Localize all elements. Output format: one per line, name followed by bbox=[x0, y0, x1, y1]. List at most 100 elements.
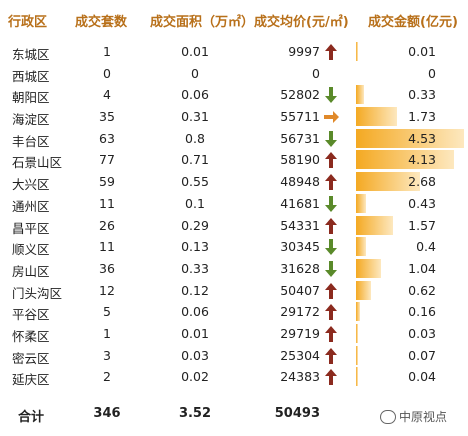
price-cell: 58190 bbox=[280, 152, 320, 168]
count-cell: 12 bbox=[99, 282, 115, 298]
header-count: 成交套数 bbox=[75, 15, 128, 30]
count-cell: 1 bbox=[103, 325, 111, 341]
price-cell: 54331 bbox=[280, 217, 320, 233]
table-row: 丰台区 63 0.8 56731 4.53 bbox=[0, 128, 468, 150]
trend-down-icon bbox=[325, 87, 337, 104]
district-cell: 房山区 bbox=[12, 263, 50, 279]
count-cell: 26 bbox=[99, 217, 115, 233]
amount-bar bbox=[356, 107, 398, 127]
amount-bar bbox=[356, 215, 394, 235]
watermark: 中原视点 bbox=[380, 408, 448, 425]
table-row: 通州区 11 0.1 41681 0.43 bbox=[0, 193, 468, 215]
district-cell: 密云区 bbox=[12, 350, 50, 366]
price-cell: 9997 bbox=[288, 44, 320, 59]
amount-cell: 4.13 bbox=[408, 152, 436, 168]
amount-bar bbox=[356, 323, 358, 343]
count-cell: 2 bbox=[103, 369, 111, 385]
district-cell: 通州区 bbox=[12, 198, 50, 214]
total-price: 50493 bbox=[274, 406, 320, 421]
trend-down-icon bbox=[325, 195, 337, 212]
header-price: 成交均价(元/㎡) bbox=[254, 15, 349, 30]
table-row: 东城区 1 0.01 9997 0.01 bbox=[0, 41, 468, 63]
area-cell: 0.01 bbox=[181, 44, 209, 59]
count-cell: 11 bbox=[99, 239, 115, 255]
header-district: 行政区 bbox=[8, 15, 48, 30]
district-cell: 昌平区 bbox=[12, 220, 50, 236]
district-cell: 朝阳区 bbox=[12, 90, 50, 106]
area-cell: 0.03 bbox=[181, 347, 209, 363]
amount-cell: 1.04 bbox=[408, 260, 436, 276]
table-row: 房山区 36 0.33 31628 1.04 bbox=[0, 258, 468, 280]
amount-bar bbox=[356, 280, 371, 300]
amount-cell: 0.04 bbox=[408, 369, 436, 385]
header-area: 成交面积（万㎡） bbox=[150, 15, 255, 30]
count-cell: 35 bbox=[99, 109, 115, 125]
area-cell: 0.13 bbox=[181, 239, 209, 255]
trend-up-icon bbox=[325, 152, 337, 169]
amount-cell: 0.01 bbox=[408, 44, 436, 59]
price-cell: 55711 bbox=[280, 109, 320, 125]
area-cell: 0.71 bbox=[181, 152, 209, 168]
area-cell: 0.06 bbox=[181, 87, 209, 103]
price-cell: 52802 bbox=[280, 87, 320, 103]
district-cell: 平谷区 bbox=[12, 307, 50, 323]
area-cell: 0.02 bbox=[181, 369, 209, 385]
table-row: 平谷区 5 0.06 29172 0.16 bbox=[0, 301, 468, 323]
area-cell: 0.55 bbox=[181, 174, 209, 190]
amount-cell: 0.43 bbox=[408, 195, 436, 211]
table-row: 西城区 0 0 0 0 bbox=[0, 63, 468, 85]
amount-bar bbox=[356, 150, 455, 170]
amount-cell: 0.62 bbox=[408, 282, 436, 298]
amount-cell: 0.03 bbox=[408, 325, 436, 341]
count-cell: 3 bbox=[103, 347, 111, 363]
trend-up-icon bbox=[325, 282, 337, 299]
price-cell: 0 bbox=[312, 65, 320, 81]
area-cell: 0.33 bbox=[181, 260, 209, 276]
trend-up-icon bbox=[325, 347, 337, 364]
trend-up-icon bbox=[325, 174, 337, 191]
amount-bar bbox=[356, 302, 360, 322]
table-row: 海淀区 35 0.31 55711 1.73 bbox=[0, 106, 468, 128]
price-cell: 31628 bbox=[280, 260, 320, 276]
amount-cell: 0 bbox=[428, 65, 436, 81]
table-row: 怀柔区 1 0.01 29719 0.03 bbox=[0, 323, 468, 345]
amount-cell: 0.4 bbox=[416, 239, 436, 255]
count-cell: 77 bbox=[99, 152, 115, 168]
district-cell: 延庆区 bbox=[12, 372, 50, 388]
district-cell: 顺义区 bbox=[12, 242, 50, 258]
price-cell: 30345 bbox=[280, 239, 320, 255]
area-cell: 0.8 bbox=[185, 130, 205, 146]
table-row: 大兴区 59 0.55 48948 2.68 bbox=[0, 171, 468, 193]
amount-cell: 0.16 bbox=[408, 304, 436, 320]
price-cell: 29172 bbox=[280, 304, 320, 320]
district-cell: 西城区 bbox=[12, 68, 50, 84]
total-label: 合计 bbox=[18, 410, 45, 425]
amount-bar bbox=[356, 345, 358, 365]
district-cell: 石景山区 bbox=[12, 155, 63, 171]
district-cell: 东城区 bbox=[12, 47, 50, 62]
amount-bar bbox=[356, 85, 364, 105]
table-body: 东城区 1 0.01 9997 0.01 西城区 0 0 0 0 朝阳区 4 0.06 52802 0.33… bbox=[0, 41, 468, 388]
district-cell: 海淀区 bbox=[12, 112, 50, 128]
table-row: 朝阳区 4 0.06 52802 0.33 bbox=[0, 84, 468, 106]
total-row: 合计 346 3.52 50493 bbox=[0, 402, 468, 426]
table-row: 门头沟区 12 0.12 50407 0.62 bbox=[0, 280, 468, 302]
count-cell: 5 bbox=[103, 304, 111, 320]
amount-cell: 1.73 bbox=[408, 109, 436, 125]
amount-bar bbox=[356, 258, 381, 278]
price-cell: 29719 bbox=[280, 325, 320, 341]
area-cell: 0.31 bbox=[181, 109, 209, 125]
amount-bar bbox=[356, 128, 464, 148]
table-row: 昌平区 26 0.29 54331 1.57 bbox=[0, 215, 468, 237]
area-cell: 0 bbox=[191, 65, 199, 81]
price-cell: 24383 bbox=[280, 369, 320, 385]
trend-up-icon bbox=[325, 369, 337, 386]
amount-cell: 2.68 bbox=[408, 174, 436, 190]
amount-bar bbox=[356, 42, 358, 61]
table-row: 延庆区 2 0.02 24383 0.04 bbox=[0, 366, 468, 388]
trend-down-icon bbox=[325, 130, 337, 147]
price-cell: 41681 bbox=[280, 195, 320, 211]
price-cell: 50407 bbox=[280, 282, 320, 298]
area-cell: 0.06 bbox=[181, 304, 209, 320]
count-cell: 36 bbox=[99, 260, 115, 276]
